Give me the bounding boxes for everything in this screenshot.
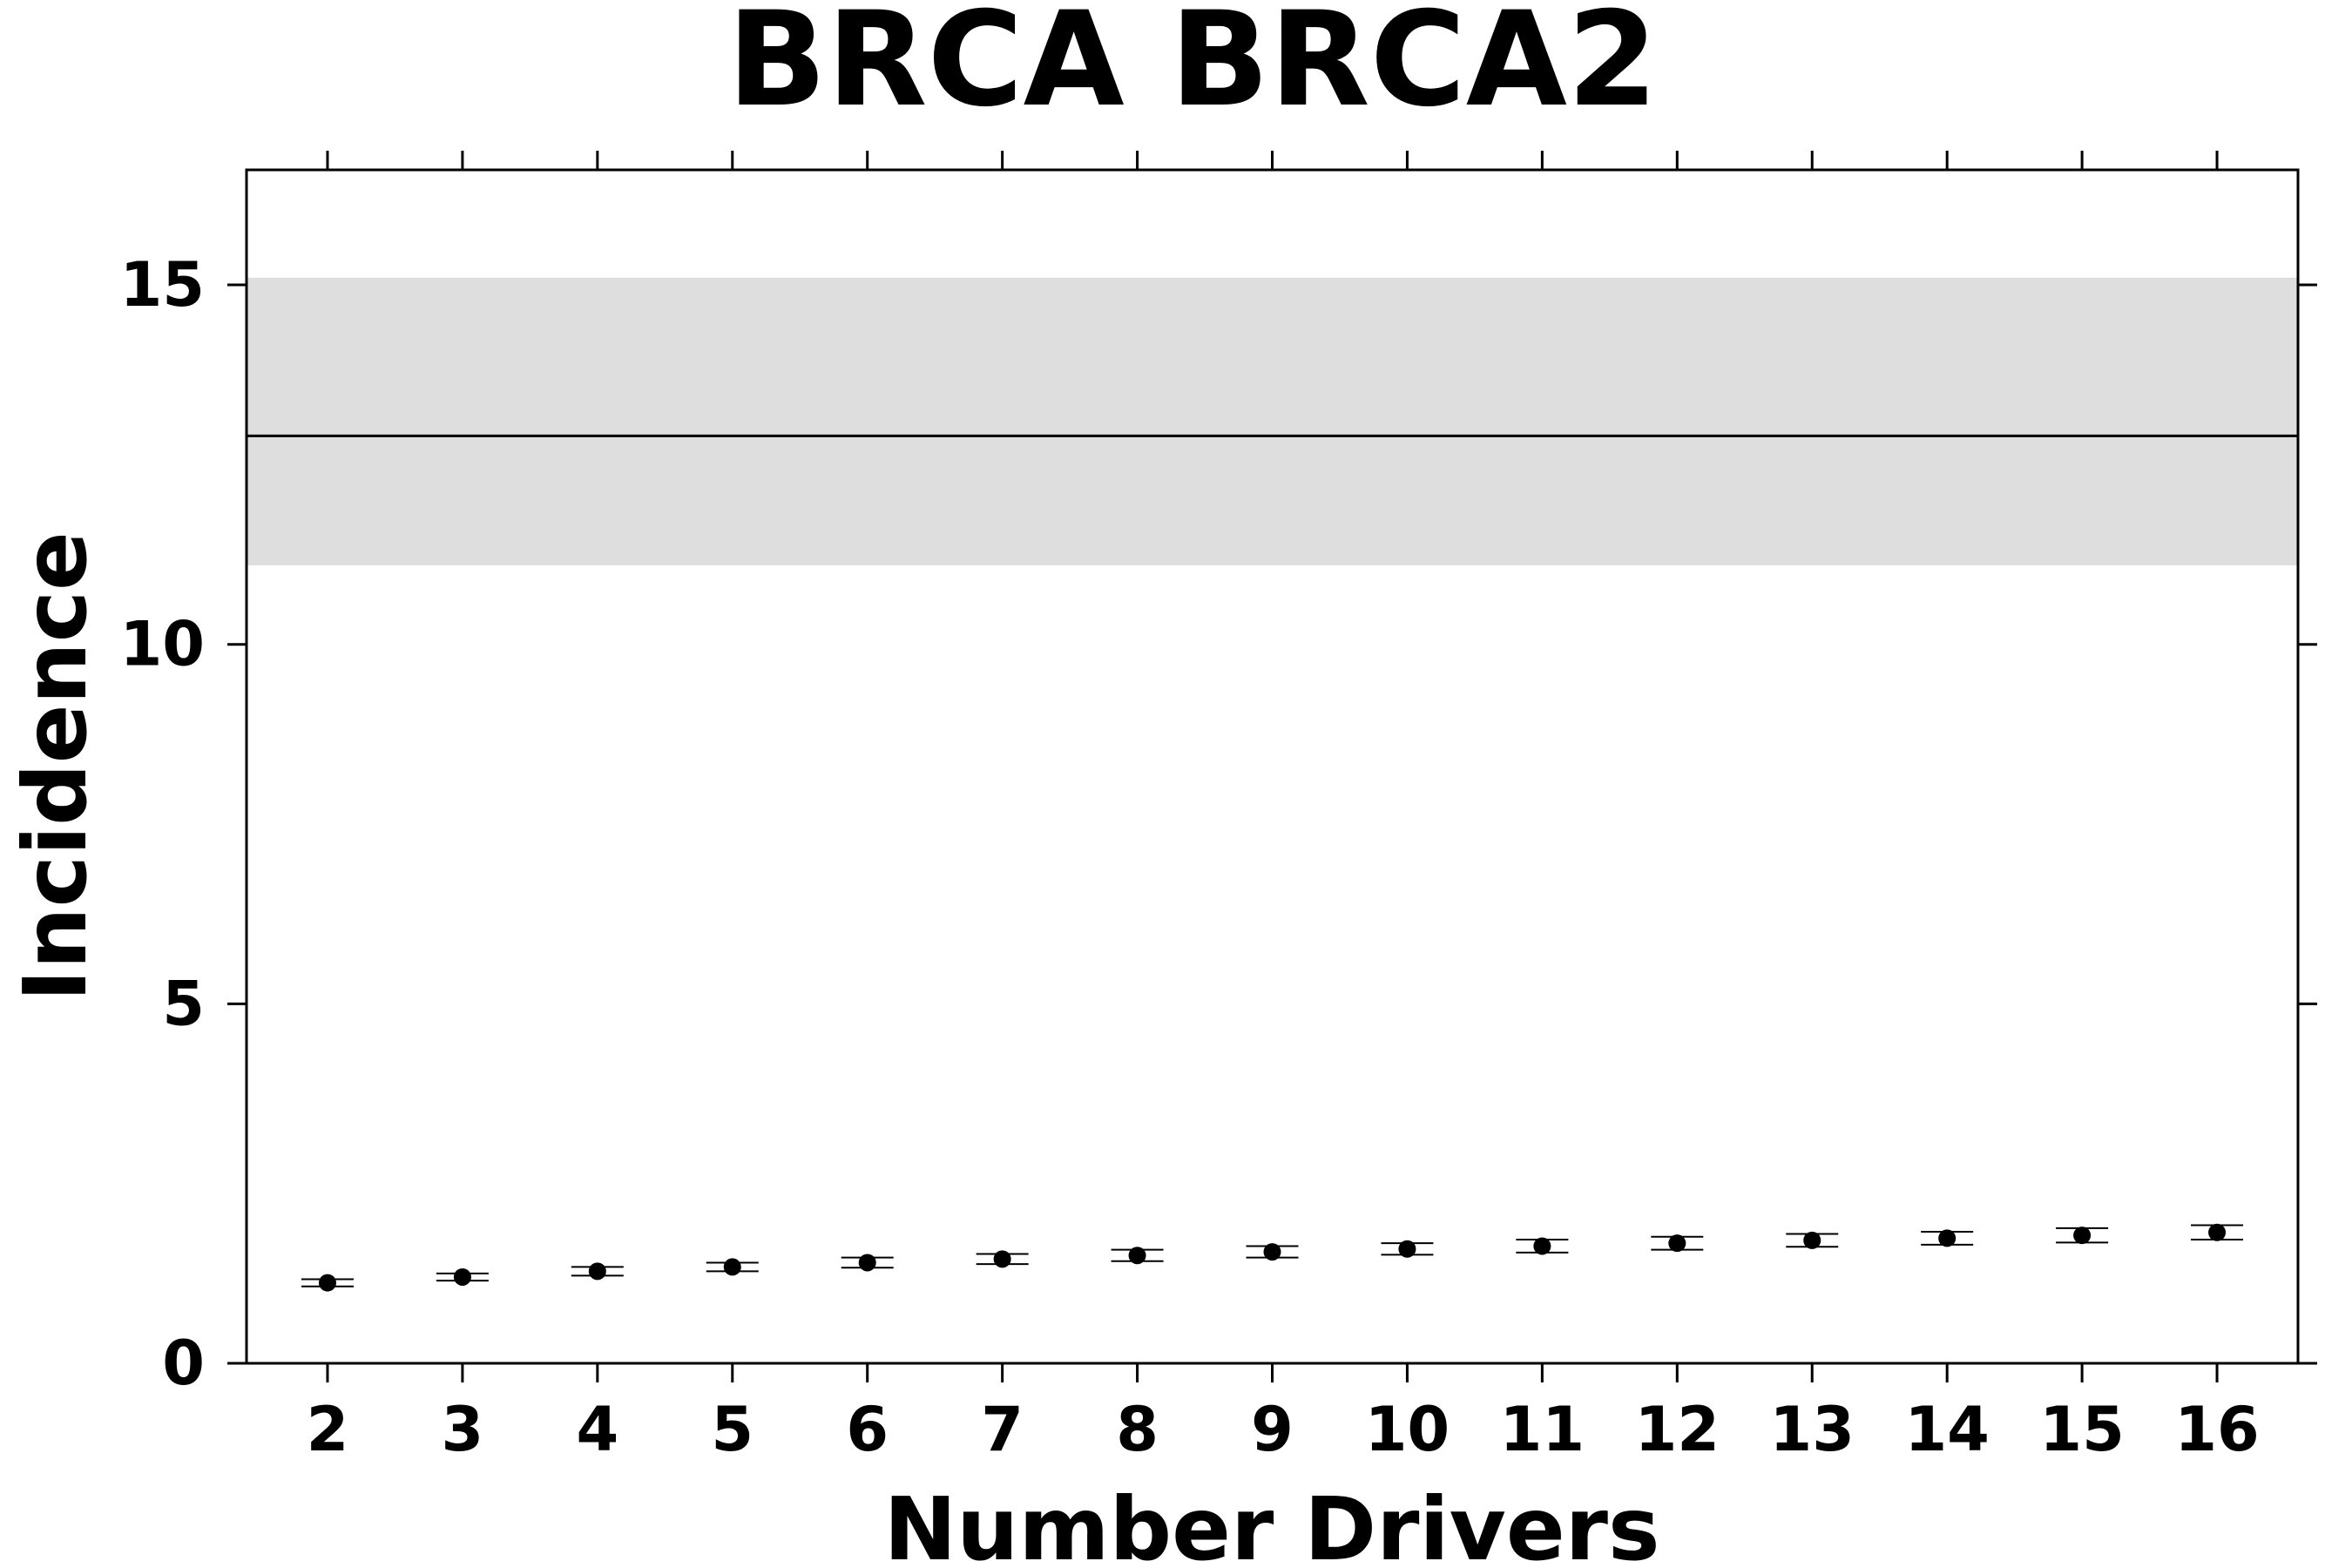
x-tick-label: 8 (1116, 1394, 1159, 1465)
data-point-group (1381, 1240, 1434, 1258)
x-tick-label: 7 (981, 1394, 1024, 1465)
data-point-group (2191, 1223, 2244, 1241)
y-tick-label: 5 (162, 968, 205, 1039)
data-point-group (841, 1254, 894, 1272)
data-point (1398, 1240, 1416, 1258)
data-point (1263, 1243, 1281, 1261)
axes: 0 5 10 15 2 3 4 5 6 7 8 9 10 11 12 13 14 15 16 (120, 151, 2317, 1465)
data-point-group (1516, 1237, 1569, 1255)
x-tick-label: 6 (846, 1394, 889, 1465)
data-point (1938, 1229, 1957, 1247)
x-tick-label: 12 (1635, 1394, 1720, 1465)
data-layer (301, 1223, 2244, 1292)
x-tick-label: 3 (442, 1394, 484, 1465)
y-axis-label: Incidence (4, 531, 106, 1002)
data-point-group (301, 1274, 354, 1292)
x-tick-label: 5 (711, 1394, 754, 1465)
x-tick-label: 16 (2174, 1394, 2259, 1465)
y-tick-label: 10 (120, 609, 205, 680)
y-tick-label: 0 (162, 1328, 205, 1399)
x-tick-label: 2 (307, 1394, 349, 1465)
x-tick-label: 9 (1251, 1394, 1294, 1465)
data-point-group (1651, 1234, 1704, 1253)
data-point-group (1786, 1231, 1839, 1249)
data-point (2073, 1227, 2092, 1245)
x-tick-label: 10 (1365, 1394, 1450, 1465)
data-point-group (571, 1262, 624, 1281)
x-tick-label: 15 (2039, 1394, 2124, 1465)
data-point (1128, 1247, 1146, 1265)
data-point-group (976, 1250, 1029, 1268)
x-tick-label: 11 (1500, 1394, 1585, 1465)
data-point (318, 1274, 336, 1292)
data-point (858, 1254, 876, 1272)
data-point-group (1111, 1247, 1164, 1265)
data-point (1533, 1237, 1551, 1255)
data-point (723, 1258, 741, 1276)
data-point (1803, 1231, 1821, 1249)
chart-title: BRCA BRCA2 (727, 0, 1659, 136)
data-point (453, 1267, 471, 1286)
data-point (588, 1262, 606, 1281)
x-tick-label: 4 (576, 1394, 618, 1465)
data-point-group (2056, 1227, 2109, 1245)
y-tick-label: 15 (120, 249, 205, 321)
reference-band-layer (247, 277, 2298, 565)
data-point (2208, 1223, 2227, 1241)
x-axis-label: Number Drivers (883, 1478, 1659, 1568)
x-tick-label: 13 (1770, 1394, 1855, 1465)
data-point (993, 1250, 1011, 1268)
data-point-group (1246, 1243, 1299, 1261)
reference-band (247, 277, 2298, 565)
x-tick-label: 14 (1904, 1394, 1989, 1465)
data-point (1668, 1234, 1686, 1253)
data-point-group (1921, 1229, 1974, 1247)
data-point-group (436, 1267, 489, 1286)
data-point-group (706, 1258, 759, 1276)
